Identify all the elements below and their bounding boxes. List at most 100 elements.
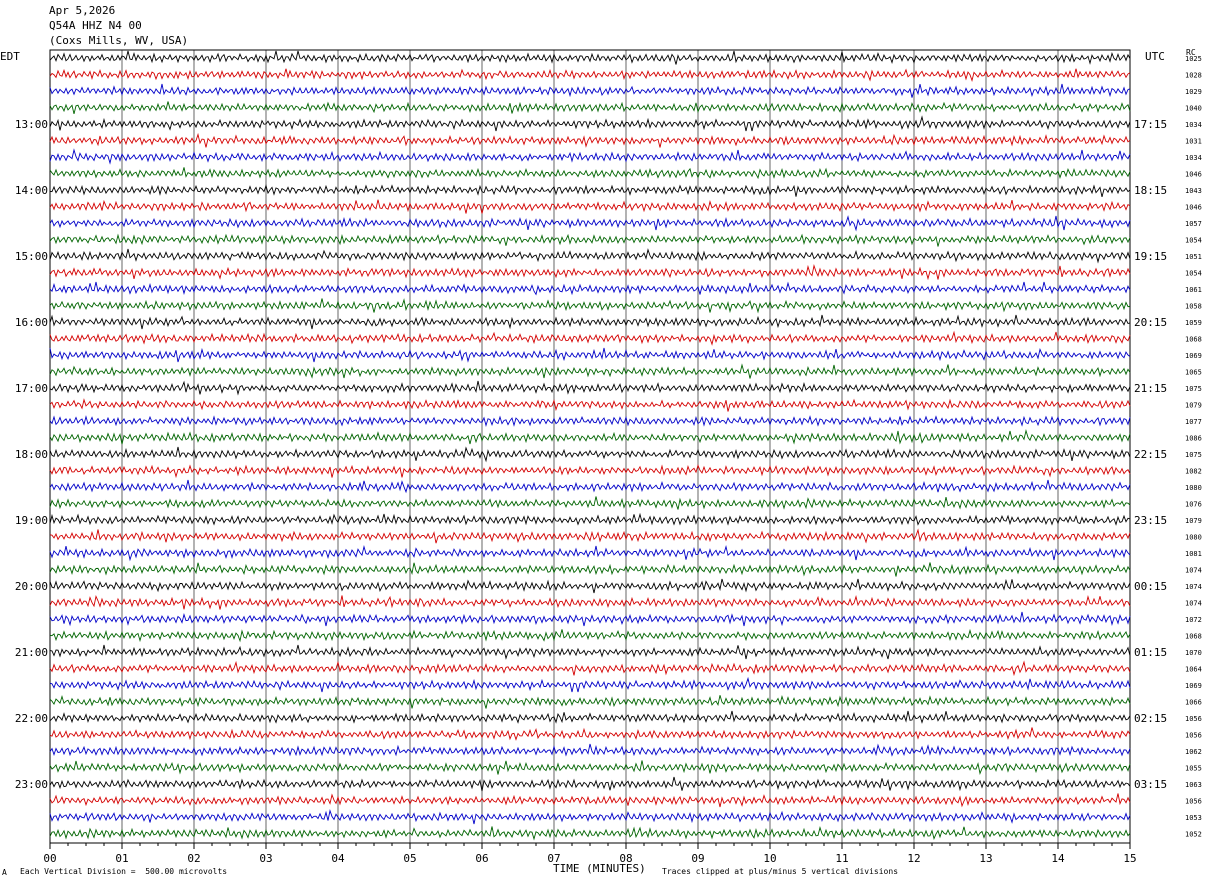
rms-value: 1031 — [1185, 138, 1202, 146]
utc-time-label: 01:15 — [1134, 646, 1167, 659]
corner-mark: A — [2, 868, 7, 877]
trace-row-42 — [49, 743, 1131, 757]
plot-grid — [49, 49, 1131, 849]
rms-value: 1069 — [1185, 352, 1202, 360]
utc-axis-title: UTC — [1145, 50, 1165, 63]
rms-value: 1081 — [1185, 550, 1202, 558]
rms-value: 1066 — [1185, 699, 1202, 707]
trace-row-14 — [49, 281, 1131, 296]
trace-row-44 — [49, 776, 1131, 792]
trace-rows — [49, 50, 1131, 841]
trace-row-38 — [49, 676, 1131, 693]
rms-value: 1055 — [1185, 765, 1202, 773]
rms-value: 1046 — [1185, 171, 1202, 179]
x-tick-label: 12 — [907, 852, 920, 865]
x-tick-label: 02 — [187, 852, 200, 865]
utc-time-label: 03:15 — [1134, 778, 1167, 791]
trace-row-15 — [49, 298, 1131, 314]
rms-value: 1054 — [1185, 237, 1202, 245]
utc-time-label: 23:15 — [1134, 514, 1167, 527]
x-tick-label: 08 — [619, 852, 632, 865]
rms-value: 1077 — [1185, 418, 1202, 426]
rms-value: 1040 — [1185, 105, 1202, 113]
trace-row-30 — [49, 544, 1131, 562]
trace-row-23 — [49, 428, 1131, 445]
rms-value: 1059 — [1185, 319, 1202, 327]
trace-row-19 — [49, 363, 1131, 379]
clip-note: Traces clipped at plus/minus 5 vertical … — [662, 867, 899, 876]
trace-row-7 — [49, 167, 1131, 180]
rms-value: 1082 — [1185, 468, 1202, 476]
x-tick-label: 03 — [259, 852, 272, 865]
trace-row-10 — [49, 215, 1131, 232]
rms-value: 1074 — [1185, 567, 1202, 575]
trace-row-36 — [49, 644, 1131, 660]
rms-value: 1034 — [1185, 154, 1202, 162]
edt-time-label: 15:00 — [15, 250, 48, 263]
trace-row-40 — [49, 710, 1131, 724]
trace-row-33 — [49, 594, 1131, 610]
x-tick-label: 14 — [1051, 852, 1065, 865]
rms-value: 1029 — [1185, 88, 1202, 96]
rms-value: 1061 — [1185, 286, 1202, 294]
edt-time-label: 17:00 — [15, 382, 48, 395]
edt-time-label: 21:00 — [15, 646, 48, 659]
trace-row-31 — [49, 562, 1131, 577]
rms-value: 1074 — [1185, 583, 1202, 591]
trace-row-5 — [49, 132, 1131, 148]
trace-row-45 — [49, 793, 1131, 808]
utc-time-label: 02:15 — [1134, 712, 1167, 725]
rms-value: 1075 — [1185, 451, 1202, 459]
trace-row-6 — [49, 148, 1131, 165]
trace-row-18 — [49, 347, 1131, 363]
edt-time-label: 18:00 — [15, 448, 48, 461]
edt-time-label: 23:00 — [15, 778, 48, 791]
rms-value: 1051 — [1185, 253, 1202, 261]
edt-time-label: 19:00 — [15, 514, 48, 527]
trace-row-3 — [49, 101, 1131, 115]
trace-row-12 — [49, 248, 1131, 264]
trace-row-35 — [49, 628, 1131, 643]
trace-row-39 — [49, 694, 1131, 709]
trace-row-24 — [49, 446, 1131, 463]
edt-time-label: 13:00 — [15, 118, 48, 131]
trace-row-22 — [49, 415, 1131, 428]
utc-time-label: 20:15 — [1134, 316, 1167, 329]
rms-value: 1064 — [1185, 666, 1202, 674]
trace-row-20 — [49, 380, 1131, 396]
trace-row-41 — [49, 727, 1131, 741]
utc-time-label: 22:15 — [1134, 448, 1167, 461]
x-tick-label: 15 — [1123, 852, 1136, 865]
utc-time-label: 21:15 — [1134, 382, 1167, 395]
utc-time-label: 19:15 — [1134, 250, 1167, 263]
rms-value: 1063 — [1185, 781, 1202, 789]
trace-row-8 — [49, 184, 1131, 198]
edt-axis-title: EDT — [0, 50, 20, 63]
rms-value: 1053 — [1185, 814, 1202, 822]
rms-value: 1025 — [1185, 55, 1202, 63]
rms-value: 1062 — [1185, 748, 1202, 756]
scale-note: Each Vertical Division = 500.00 microvol… — [20, 867, 228, 876]
rms-value: 1079 — [1185, 517, 1202, 525]
rms-value: 1046 — [1185, 204, 1202, 212]
trace-row-27 — [49, 496, 1131, 510]
x-tick-label: 00 — [43, 852, 56, 865]
rms-value: 1054 — [1185, 270, 1202, 278]
x-tick-label: 07 — [547, 852, 560, 865]
rms-value: 1068 — [1185, 336, 1202, 344]
x-tick-label: 06 — [475, 852, 488, 865]
rms-axis-title: RC — [1186, 48, 1196, 57]
trace-row-32 — [49, 578, 1131, 594]
trace-row-9 — [49, 199, 1131, 214]
rms-value: 1075 — [1185, 385, 1202, 393]
x-tick-label: 05 — [403, 852, 416, 865]
rms-value: 1034 — [1185, 121, 1202, 129]
trace-row-46 — [49, 808, 1131, 825]
trace-row-29 — [49, 528, 1131, 544]
trace-row-1 — [49, 68, 1131, 82]
rms-value: 1058 — [1185, 303, 1202, 311]
x-tick-label: 13 — [979, 852, 992, 865]
rms-value: 1080 — [1185, 484, 1202, 492]
x-tick-label: 09 — [691, 852, 704, 865]
trace-row-37 — [49, 660, 1131, 677]
